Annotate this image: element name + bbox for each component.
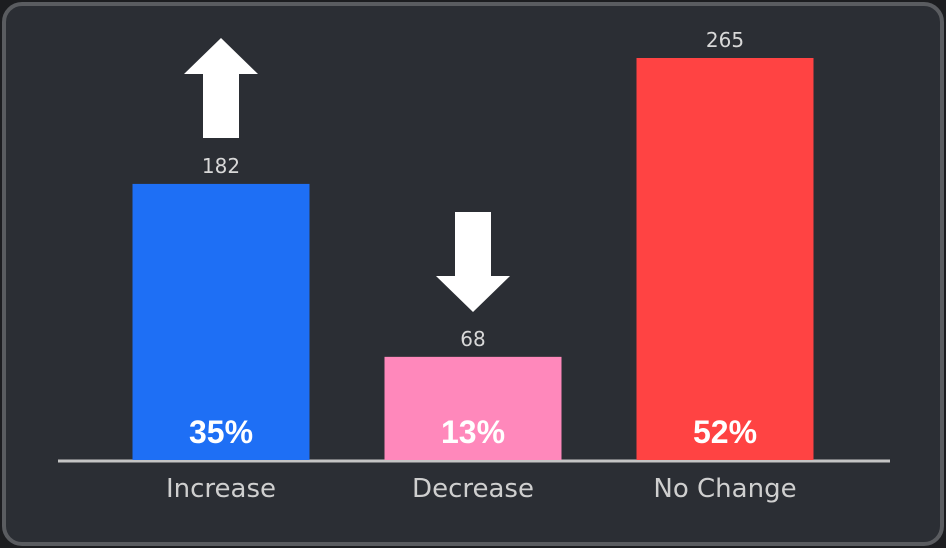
bar	[636, 58, 814, 460]
value-label: 68	[460, 327, 485, 351]
x-tick-label: Increase	[166, 474, 276, 504]
up-arrow	[184, 38, 258, 138]
percent-label: 52%	[693, 414, 757, 450]
bar	[384, 356, 562, 460]
value-label: 182	[202, 154, 240, 178]
bar	[132, 183, 310, 461]
value-label: 265	[706, 28, 744, 52]
percent-label: 35%	[189, 414, 253, 450]
x-tick-label: Decrease	[412, 474, 534, 504]
x-tick-label: No Change	[653, 474, 796, 504]
percent-label: 13%	[441, 414, 505, 450]
down-arrow	[436, 212, 510, 312]
